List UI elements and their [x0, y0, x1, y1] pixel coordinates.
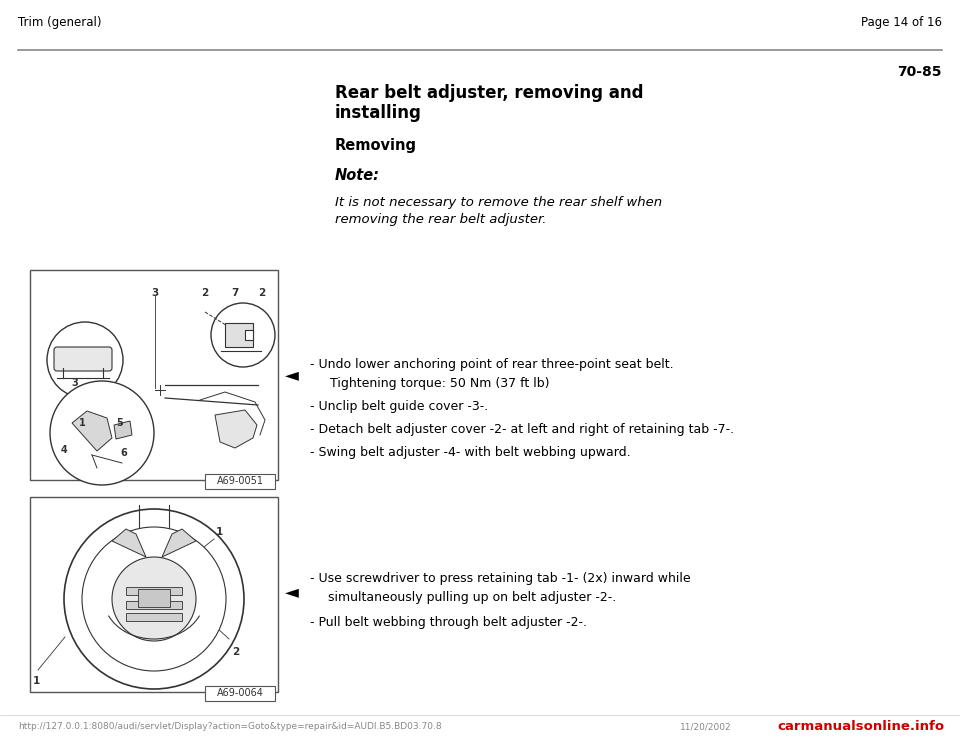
- Text: 11/20/2002: 11/20/2002: [680, 722, 732, 731]
- Text: 3: 3: [152, 288, 158, 298]
- Circle shape: [211, 303, 275, 367]
- Text: carmanualsonline.info: carmanualsonline.info: [778, 720, 945, 733]
- Text: Removing: Removing: [335, 138, 417, 153]
- Text: 70-85: 70-85: [898, 65, 942, 79]
- Text: 5: 5: [116, 418, 124, 428]
- Text: simultaneously pulling up on belt adjuster -2-.: simultaneously pulling up on belt adjust…: [320, 591, 616, 604]
- Bar: [30, 270, 278, 480]
- Text: - Use screwdriver to press retaining tab -1- (2x) inward while: - Use screwdriver to press retaining tab…: [310, 572, 690, 585]
- Circle shape: [112, 557, 196, 641]
- Bar: [138, 589, 170, 607]
- Bar: [126, 601, 182, 609]
- Text: It is not necessary to remove the rear shelf when: It is not necessary to remove the rear s…: [335, 196, 662, 209]
- Bar: [245, 330, 253, 340]
- FancyBboxPatch shape: [54, 347, 112, 371]
- Text: http://127.0.0.1:8080/audi/servlet/Display?action=Goto&type=repair&id=AUDI.B5.BD: http://127.0.0.1:8080/audi/servlet/Displ…: [18, 722, 442, 731]
- Text: - Swing belt adjuster -4- with belt webbing upward.: - Swing belt adjuster -4- with belt webb…: [310, 446, 631, 459]
- Text: - Detach belt adjuster cover -2- at left and right of retaining tab -7-.: - Detach belt adjuster cover -2- at left…: [310, 423, 734, 436]
- Text: A69-0064: A69-0064: [217, 688, 263, 698]
- Polygon shape: [112, 529, 146, 557]
- Text: 4: 4: [60, 445, 67, 455]
- Circle shape: [50, 381, 154, 485]
- Circle shape: [82, 527, 226, 671]
- Text: 2: 2: [202, 288, 208, 298]
- Text: Note:: Note:: [335, 168, 380, 183]
- Text: 2: 2: [232, 647, 239, 657]
- Text: removing the rear belt adjuster.: removing the rear belt adjuster.: [335, 213, 546, 226]
- Text: Tightening torque: 50 Nm (37 ft lb): Tightening torque: 50 Nm (37 ft lb): [322, 377, 549, 390]
- Text: Trim (general): Trim (general): [18, 16, 102, 29]
- Text: ◄: ◄: [285, 366, 299, 384]
- Polygon shape: [162, 529, 196, 557]
- Text: 7: 7: [231, 288, 239, 298]
- Text: 1: 1: [33, 676, 39, 686]
- Bar: [126, 613, 182, 621]
- Text: ◄: ◄: [285, 583, 299, 601]
- Text: 1: 1: [216, 527, 224, 537]
- Polygon shape: [215, 410, 257, 448]
- Text: 2: 2: [258, 288, 266, 298]
- FancyBboxPatch shape: [205, 474, 275, 489]
- Polygon shape: [72, 411, 112, 451]
- Circle shape: [64, 509, 244, 689]
- Bar: [126, 587, 182, 595]
- Text: - Undo lower anchoring point of rear three-point seat belt.: - Undo lower anchoring point of rear thr…: [310, 358, 674, 371]
- Text: 3: 3: [72, 378, 79, 388]
- Text: installing: installing: [335, 104, 421, 122]
- Text: Rear belt adjuster, removing and: Rear belt adjuster, removing and: [335, 84, 643, 102]
- Polygon shape: [114, 421, 132, 439]
- Text: - Pull belt webbing through belt adjuster -2-.: - Pull belt webbing through belt adjuste…: [310, 616, 587, 629]
- Text: Page 14 of 16: Page 14 of 16: [861, 16, 942, 29]
- Text: 6: 6: [121, 448, 128, 458]
- Text: - Unclip belt guide cover -3-.: - Unclip belt guide cover -3-.: [310, 400, 489, 413]
- Text: A69-0051: A69-0051: [217, 476, 263, 486]
- Bar: [225, 323, 253, 347]
- FancyBboxPatch shape: [205, 686, 275, 701]
- Circle shape: [47, 322, 123, 398]
- Bar: [30, 497, 278, 692]
- Text: 1: 1: [79, 418, 85, 428]
